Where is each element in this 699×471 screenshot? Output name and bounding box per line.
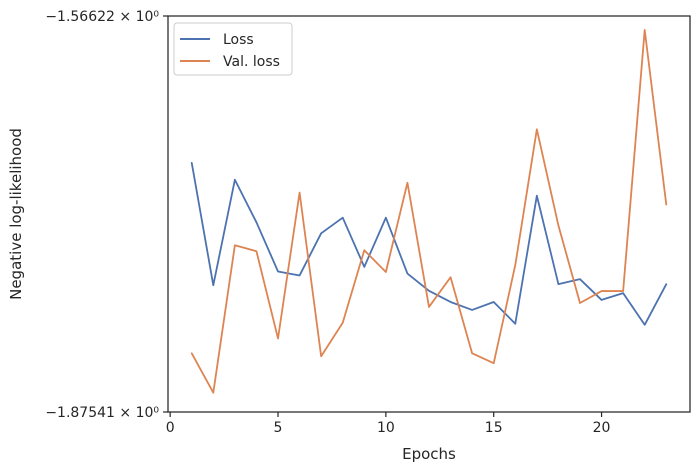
y-ticks: −1.56622 × 10⁰ −1.87541 × 10⁰	[45, 9, 168, 421]
x-tick-label: 10	[377, 420, 395, 436]
y-axis-label: Negative log-likelihood	[7, 128, 25, 300]
x-tick-label: 0	[166, 420, 175, 436]
plot-frame	[167, 15, 691, 413]
x-ticks: 0 5 10 15 20	[166, 412, 611, 436]
y-tick-label: −1.87541 × 10⁰	[45, 405, 159, 421]
legend: Loss Val. loss	[173, 22, 293, 76]
legend-label-loss: Loss	[223, 32, 254, 48]
x-tick-label: 20	[593, 420, 611, 436]
x-tick-label: 15	[485, 420, 503, 436]
x-tick-label: 5	[274, 420, 283, 436]
y-tick-label: −1.56622 × 10⁰	[45, 9, 159, 25]
series-lines-layer	[190, 29, 668, 394]
legend-label-val-loss: Val. loss	[223, 54, 280, 70]
series-line-val-loss	[190, 29, 668, 394]
x-axis-label: Epochs	[402, 445, 456, 463]
series-line-loss	[190, 161, 668, 326]
